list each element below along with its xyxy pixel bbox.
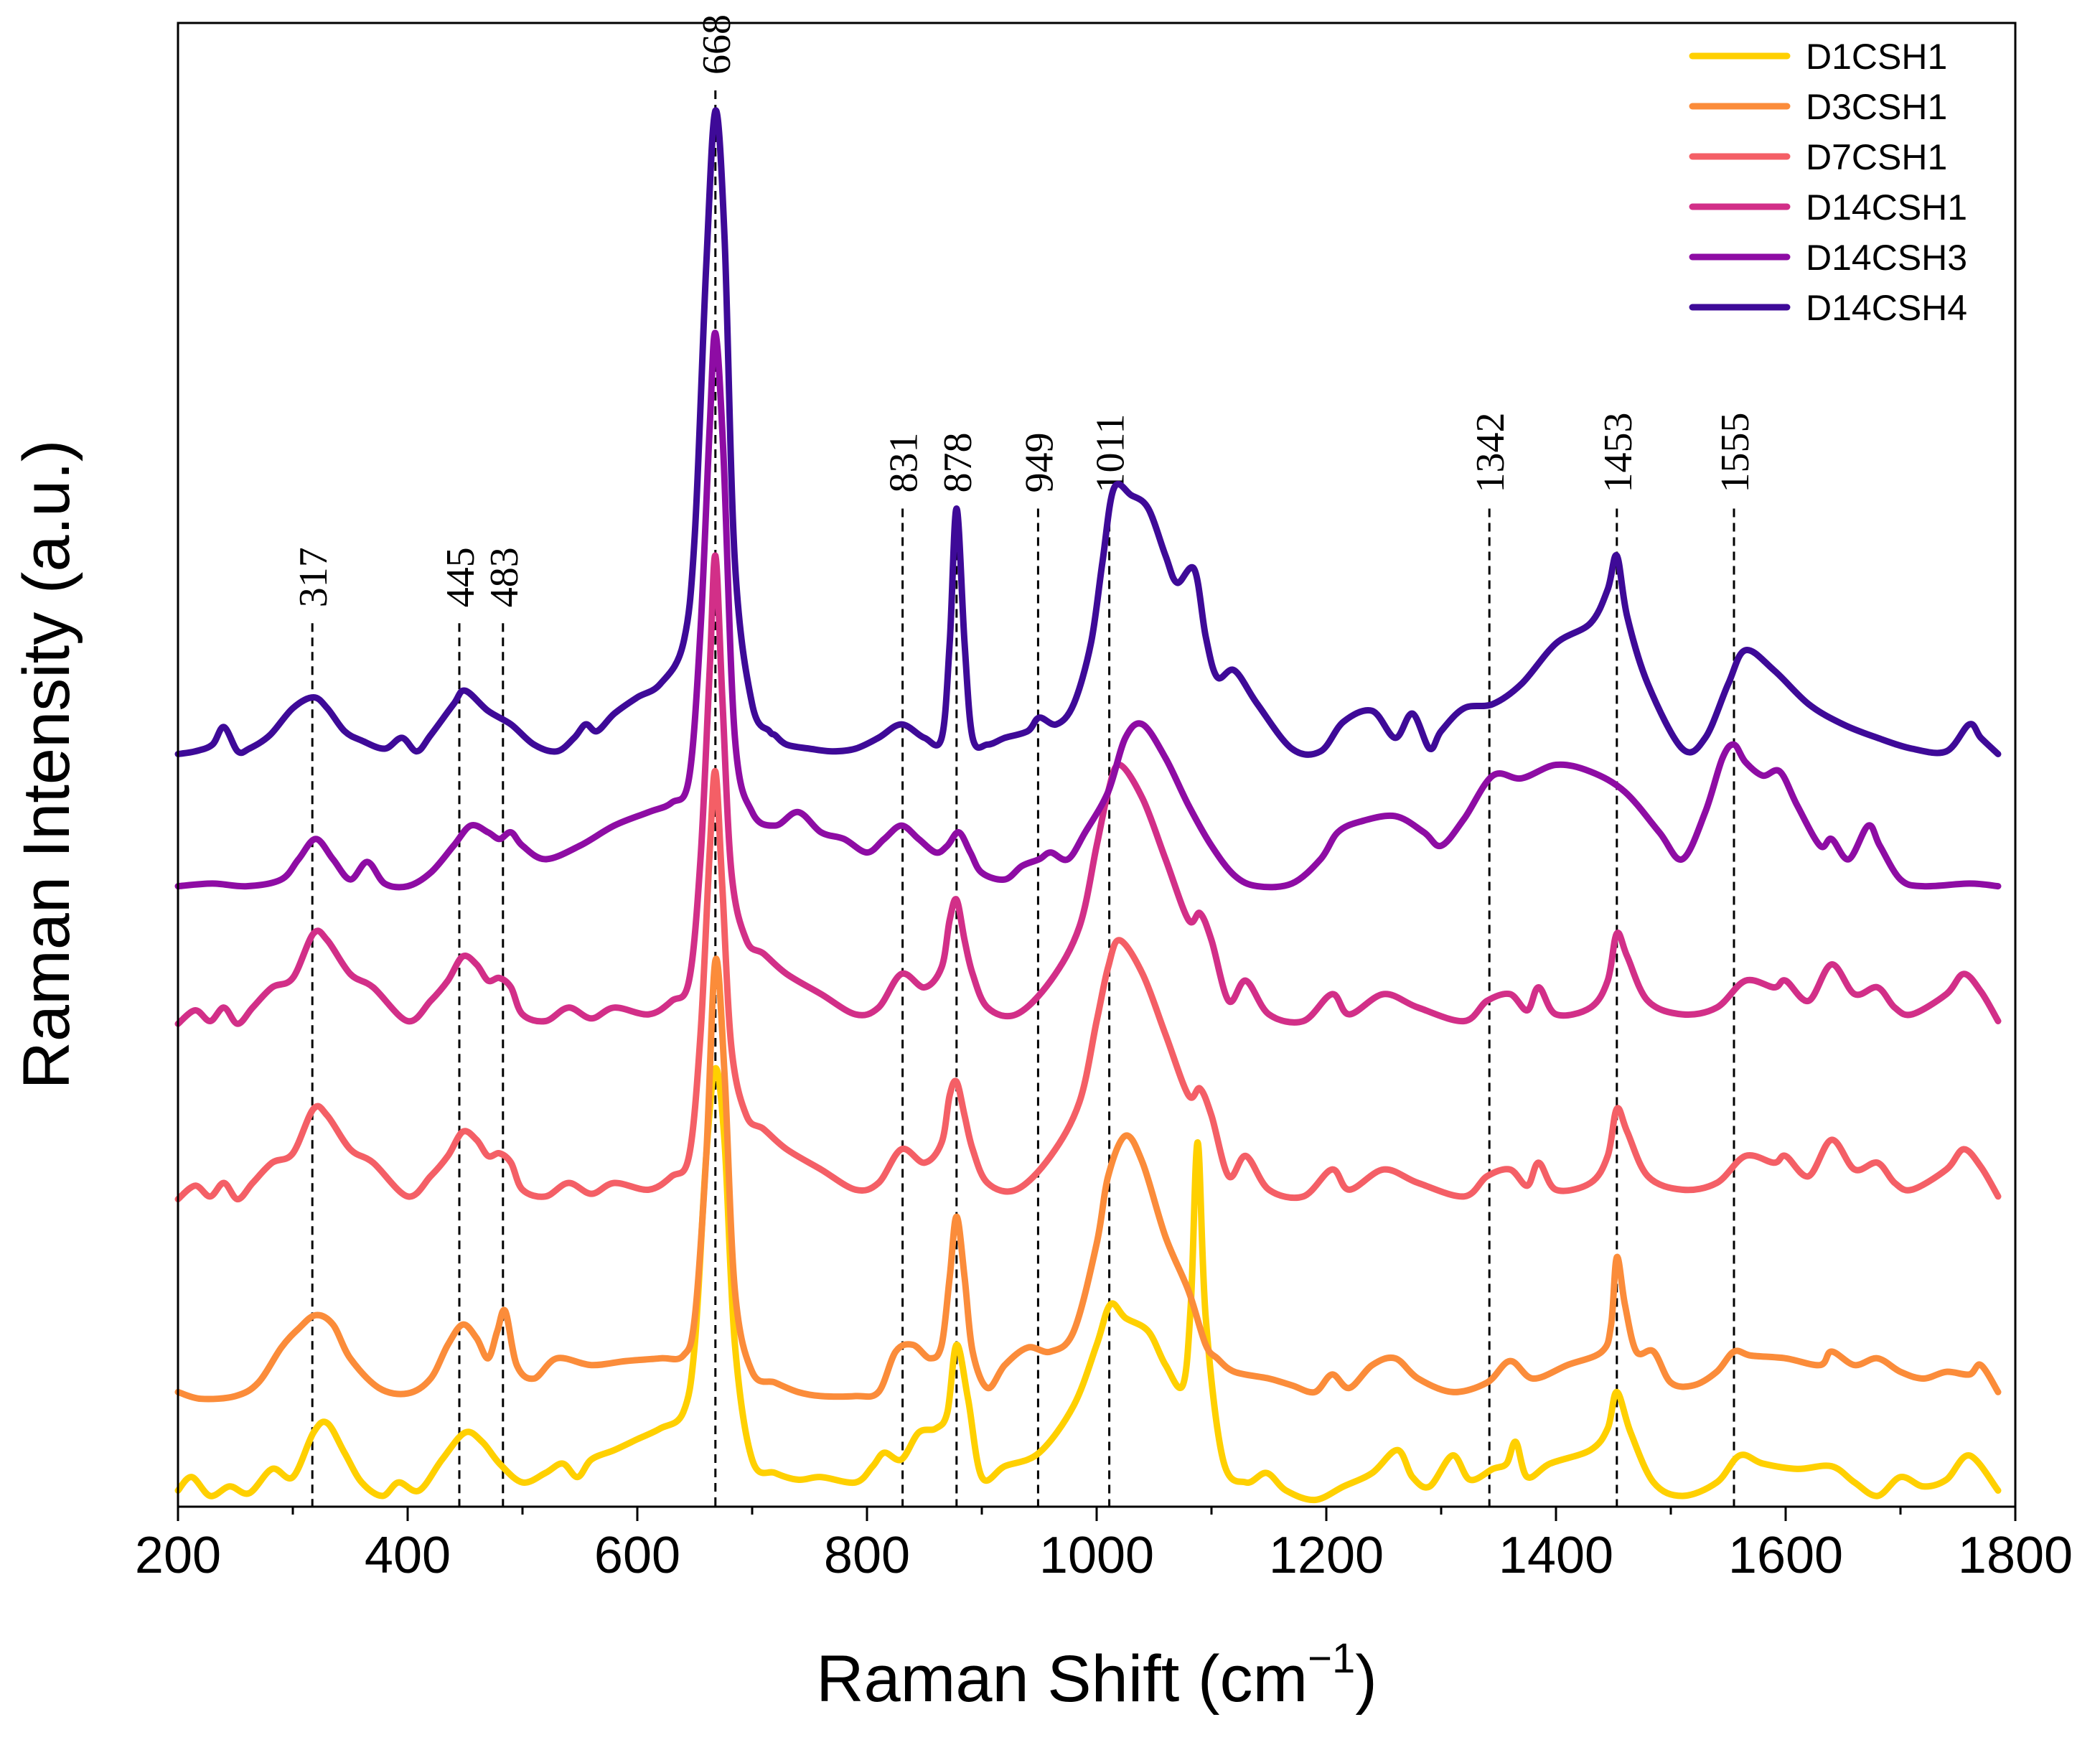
- series-lines-group: [174, 107, 2002, 1504]
- legend-label-D14CSH4: D14CSH4: [1806, 288, 1967, 328]
- x-tick-label-1600: 1600: [1728, 1527, 1843, 1584]
- x-tick-label-600: 600: [594, 1527, 680, 1584]
- peak-label-1453: 1453: [1596, 412, 1641, 492]
- peak-label-317: 317: [291, 547, 336, 607]
- peak-label-949: 949: [1017, 432, 1061, 492]
- series-line-D14CSH3: [174, 329, 2002, 891]
- x-tick-label-400: 400: [365, 1527, 451, 1584]
- peak-label-1011: 1011: [1089, 414, 1133, 493]
- x-tick-label-1200: 1200: [1269, 1527, 1384, 1584]
- x-axis: 200 400 600 800 1000 1200 1400 1600 1800: [135, 1507, 2073, 1584]
- peak-label-1555: 1555: [1713, 412, 1758, 492]
- legend-label-D14CSH3: D14CSH3: [1806, 238, 1967, 278]
- legend-label-D7CSH1: D7CSH1: [1806, 137, 1947, 177]
- x-axis-title-main: Raman Shift (cm: [816, 1642, 1308, 1716]
- x-tick-label-200: 200: [135, 1527, 221, 1584]
- x-tick-label-1000: 1000: [1039, 1527, 1154, 1584]
- y-axis-title: Raman Intensity (a.u.): [10, 439, 83, 1089]
- x-tick-label-1400: 1400: [1499, 1527, 1613, 1584]
- x-axis-title-end: ): [1355, 1642, 1377, 1716]
- legend-label-D14CSH1: D14CSH1: [1806, 187, 1967, 228]
- legend: D1CSH1 D3CSH1 D7CSH1 D14CSH1 D14CSH3 D14CSH4: [1689, 37, 1967, 328]
- peak-label-1342: 1342: [1468, 412, 1513, 492]
- peak-label-878: 878: [936, 432, 980, 492]
- series-line-D1CSH1: [174, 1065, 2002, 1504]
- x-tick-label-800: 800: [824, 1527, 910, 1584]
- x-axis-title: Raman Shift (cm−1): [816, 1635, 1377, 1716]
- legend-label-D1CSH1: D1CSH1: [1806, 37, 1947, 77]
- peak-label-831: 831: [882, 432, 927, 492]
- series-line-D14CSH4: [174, 107, 2002, 758]
- peak-label-445: 445: [439, 547, 483, 607]
- x-tick-label-1800: 1800: [1958, 1527, 2073, 1584]
- series-line-D7CSH1: [174, 767, 2002, 1203]
- x-axis-title-sup: −1: [1308, 1635, 1355, 1682]
- series-line-D3CSH1: [174, 955, 2002, 1403]
- peak-label-483: 483: [482, 547, 527, 607]
- legend-label-D3CSH1: D3CSH1: [1806, 87, 1947, 127]
- series-line-D14CSH1: [174, 552, 2002, 1027]
- peak-label-668: 668: [695, 14, 739, 75]
